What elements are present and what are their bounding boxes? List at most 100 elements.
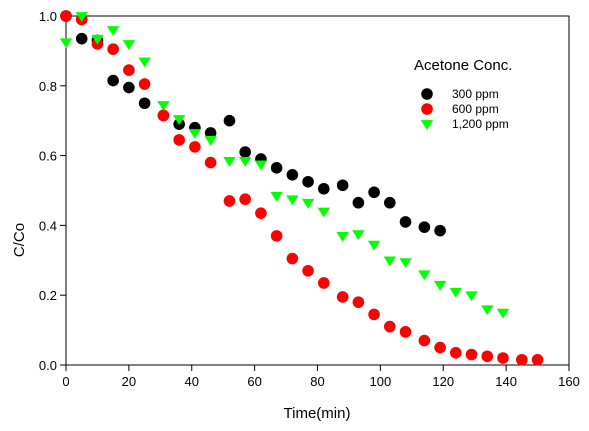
x-tick-label: 80 [310, 374, 324, 389]
data-point [317, 182, 330, 195]
data-point [286, 195, 299, 206]
data-point [531, 353, 544, 366]
y-tick-label: 0.4 [39, 218, 57, 233]
data-point [481, 305, 494, 316]
y-tick-label: 0.8 [39, 79, 57, 94]
data-point [270, 230, 283, 242]
y-tick-label: 0.6 [39, 149, 57, 164]
data-point [418, 334, 431, 347]
data-point [223, 156, 236, 167]
data-point [302, 264, 314, 277]
series-2 [59, 12, 510, 319]
data-point [254, 160, 268, 171]
data-point [173, 134, 185, 146]
x-tick-label: 0 [62, 374, 69, 389]
data-point [123, 81, 135, 94]
x-tick-label: 160 [558, 374, 580, 389]
series-1 [60, 10, 544, 366]
data-point [352, 230, 365, 241]
x-tick-label: 120 [432, 374, 454, 389]
data-point [255, 207, 267, 219]
y-tick-label: 1.0 [39, 9, 57, 24]
data-point [123, 64, 135, 76]
data-point [433, 280, 447, 291]
data-point [317, 207, 330, 218]
legend-label: 600 ppm [452, 102, 499, 116]
data-point [107, 74, 119, 87]
data-point [270, 162, 283, 174]
data-point [434, 341, 446, 354]
data-point [418, 221, 431, 233]
data-point [399, 258, 412, 268]
data-point [106, 26, 120, 36]
legend-marker [421, 88, 433, 100]
x-tick-label: 40 [185, 374, 199, 389]
legend-marker [421, 103, 433, 115]
data-point [481, 350, 494, 363]
data-point [286, 252, 299, 265]
data-point [465, 291, 478, 302]
data-point [286, 168, 299, 181]
data-point [172, 115, 186, 125]
data-point [352, 196, 365, 209]
data-point [336, 179, 349, 192]
data-point [399, 216, 412, 228]
data-point [239, 193, 251, 206]
data-point [157, 109, 170, 122]
data-point [188, 129, 202, 139]
data-point [368, 186, 380, 199]
data-point [204, 156, 217, 169]
data-point [138, 97, 151, 110]
data-point [59, 38, 73, 49]
data-point [367, 240, 381, 251]
data-point [450, 346, 462, 359]
data-point [270, 191, 283, 202]
data-point [223, 114, 236, 127]
data-point [497, 352, 509, 364]
data-point [449, 287, 463, 298]
x-axis-label: Time(min) [284, 405, 351, 422]
data-point [317, 277, 330, 289]
data-point [157, 101, 170, 111]
legend-title: Acetone Conc. [414, 57, 512, 74]
data-point [399, 326, 412, 338]
data-point [465, 348, 478, 361]
y-tick-label: 0.2 [39, 288, 57, 303]
data-point [75, 12, 88, 22]
legend-marker [420, 120, 434, 130]
y-tick-label: 0.0 [39, 358, 57, 373]
data-points [59, 10, 544, 366]
data-point [138, 78, 151, 90]
data-point [239, 146, 251, 158]
data-point [238, 156, 252, 167]
axis-ticks: 0 20 40 60 80 100 120 140 160 0.0 0.2 0.4 0.6 0.8 1.0 [39, 9, 580, 389]
data-point [336, 232, 349, 242]
legend-label: 1,200 ppm [452, 117, 509, 131]
data-point [368, 308, 380, 321]
data-point [352, 296, 365, 308]
data-point [223, 195, 236, 207]
x-tick-label: 20 [122, 374, 136, 389]
data-point [122, 40, 136, 50]
data-point [204, 136, 217, 146]
data-point [75, 32, 88, 45]
data-point [189, 141, 201, 153]
data-point [434, 224, 446, 237]
data-point [302, 175, 314, 188]
data-point [91, 34, 104, 45]
data-point [107, 43, 119, 55]
data-point [516, 353, 528, 366]
data-point [384, 196, 396, 209]
data-point [204, 127, 217, 139]
data-point [301, 198, 315, 209]
x-tick-label: 140 [495, 374, 517, 389]
y-axis-label: C/Co [11, 223, 28, 257]
data-point [418, 270, 431, 281]
legend-label: 300 ppm [452, 87, 499, 101]
data-point [384, 320, 396, 333]
data-point [138, 57, 151, 68]
x-tick-label: 60 [247, 374, 261, 389]
data-point [496, 308, 510, 319]
